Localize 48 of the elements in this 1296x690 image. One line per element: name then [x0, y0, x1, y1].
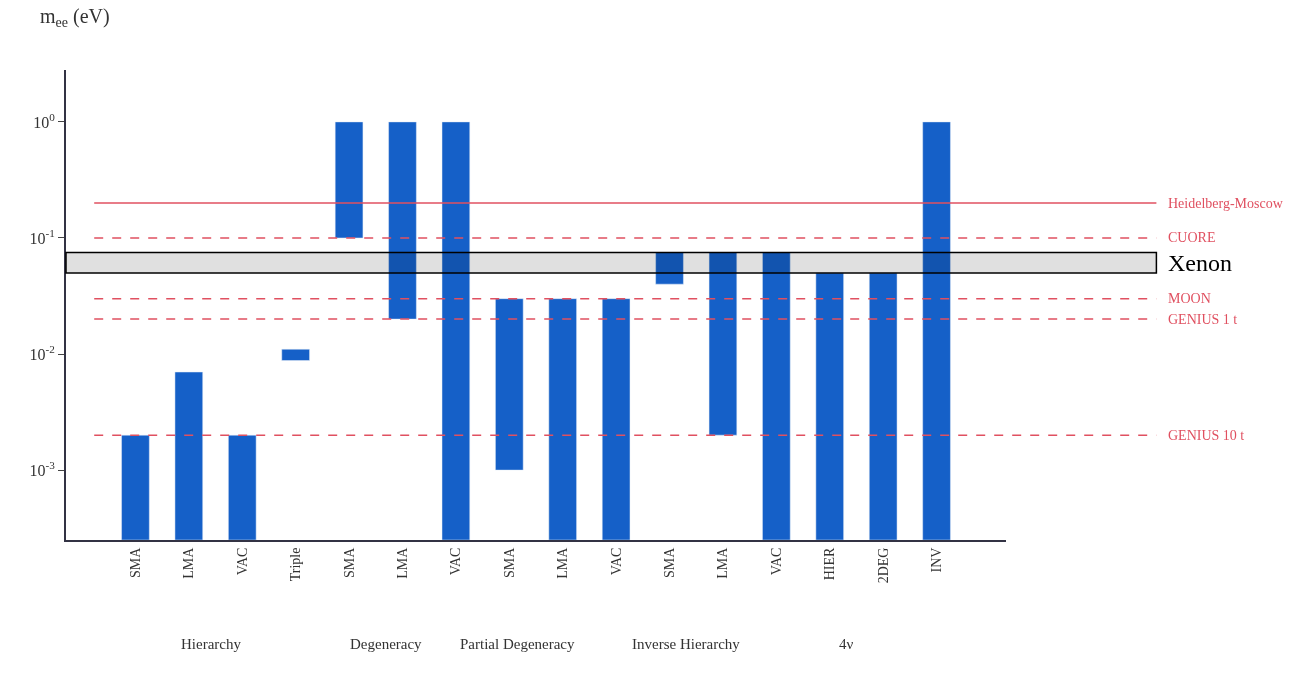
x-tick-label: LMA	[555, 546, 571, 579]
bar	[655, 252, 684, 285]
x-tick-label: VAC	[234, 547, 250, 576]
y-tick-label: 10$^{-3}$	[29, 459, 56, 479]
text: Partial Degeneracy	[460, 636, 576, 652]
x-tick-label: LMA	[715, 546, 731, 579]
bar	[228, 434, 257, 540]
bar	[922, 121, 951, 540]
band-label: Xenon	[1168, 250, 1232, 276]
bar	[869, 272, 898, 540]
bar	[441, 121, 471, 540]
bar	[708, 252, 738, 436]
x-tick-label: VAC	[448, 547, 464, 576]
bar	[121, 434, 150, 540]
bar	[762, 252, 791, 540]
bar	[334, 121, 364, 239]
bar	[548, 298, 577, 540]
text: Degeneracy	[350, 636, 423, 652]
x-tick-label: VAC	[768, 547, 784, 576]
x-tick-label: Triple	[288, 547, 304, 582]
bar	[281, 348, 310, 361]
y-axis-title: m$_{ee}$ (eV)	[40, 5, 110, 31]
ref-line-label: GENIUS 1 t	[1168, 312, 1238, 327]
x-tick-label: LMA	[181, 546, 197, 579]
x-tick-label: SMA	[662, 546, 678, 578]
x-tick-label: INV	[929, 547, 945, 573]
y-tick-label: 10$^{-2}$	[29, 342, 55, 363]
bar	[601, 298, 631, 540]
x-tick-label: SMA	[501, 546, 517, 578]
y-tick-label: 10$^{-1}$	[29, 226, 55, 247]
y-tick-label: 10$^{0}$	[33, 110, 56, 131]
x-tick-label: 2DEG	[875, 547, 891, 584]
text: Hierarchy	[181, 636, 242, 652]
bar	[495, 298, 524, 471]
ref-line-label: Heidelberg-Moscow	[1168, 196, 1284, 211]
x-tick-label: SMA	[341, 546, 357, 578]
x-tick-label: SMA	[127, 546, 143, 578]
bar	[388, 121, 417, 320]
text: 4ν	[839, 636, 854, 652]
ref-line-label: GENIUS 10 t	[1168, 428, 1245, 443]
ref-line-label: MOON	[1168, 291, 1211, 306]
text: Inverse Hierarchy	[632, 636, 741, 652]
x-tick-label: LMA	[395, 546, 411, 579]
x-tick-label: HIER	[822, 546, 838, 581]
x-tick-label: VAC	[608, 547, 624, 576]
ref-line-label: CUORE	[1168, 230, 1216, 245]
bar	[174, 371, 203, 540]
bar	[815, 272, 844, 540]
